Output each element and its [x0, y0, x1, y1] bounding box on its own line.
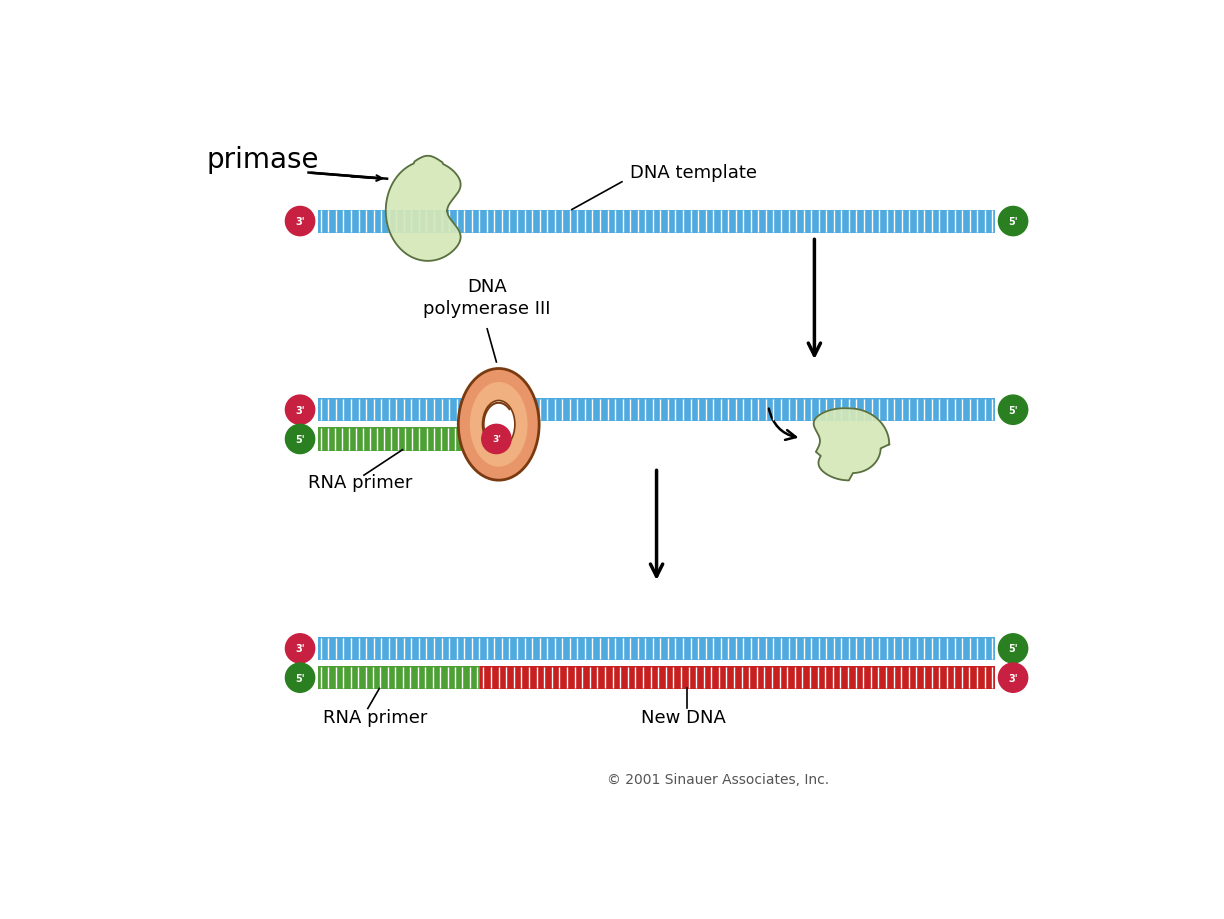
Circle shape — [999, 664, 1028, 693]
Ellipse shape — [482, 401, 515, 448]
Bar — [318, 210, 995, 233]
Circle shape — [999, 207, 1028, 236]
Text: 5': 5' — [1009, 405, 1018, 415]
Circle shape — [999, 634, 1028, 664]
Circle shape — [285, 634, 315, 664]
Bar — [480, 666, 995, 689]
Text: 3': 3' — [295, 217, 305, 227]
Ellipse shape — [470, 382, 528, 467]
Text: DNA template: DNA template — [629, 164, 756, 182]
Circle shape — [999, 396, 1028, 425]
Bar — [318, 399, 995, 422]
Text: 5': 5' — [295, 673, 305, 683]
Text: 3': 3' — [295, 405, 305, 415]
Text: New DNA: New DNA — [641, 708, 726, 726]
Polygon shape — [814, 409, 890, 481]
Circle shape — [482, 425, 512, 454]
Circle shape — [285, 396, 315, 425]
Text: RNA primer: RNA primer — [323, 708, 427, 726]
Text: 3': 3' — [295, 643, 305, 653]
Text: 5': 5' — [1009, 217, 1018, 227]
Ellipse shape — [458, 369, 539, 481]
Bar — [318, 637, 995, 660]
Circle shape — [285, 207, 315, 236]
Polygon shape — [386, 156, 460, 262]
Text: DNA
polymerase III: DNA polymerase III — [424, 278, 551, 318]
Bar — [318, 666, 480, 689]
Circle shape — [285, 425, 315, 454]
Text: 3': 3' — [492, 435, 501, 444]
Text: © 2001 Sinauer Associates, Inc.: © 2001 Sinauer Associates, Inc. — [607, 772, 829, 787]
Text: primase: primase — [206, 146, 318, 174]
Bar — [318, 428, 514, 451]
Text: RNA primer: RNA primer — [308, 473, 412, 491]
Text: 5': 5' — [1009, 643, 1018, 653]
Text: 3': 3' — [1009, 673, 1018, 683]
Circle shape — [285, 664, 315, 693]
Text: 5': 5' — [295, 435, 305, 445]
